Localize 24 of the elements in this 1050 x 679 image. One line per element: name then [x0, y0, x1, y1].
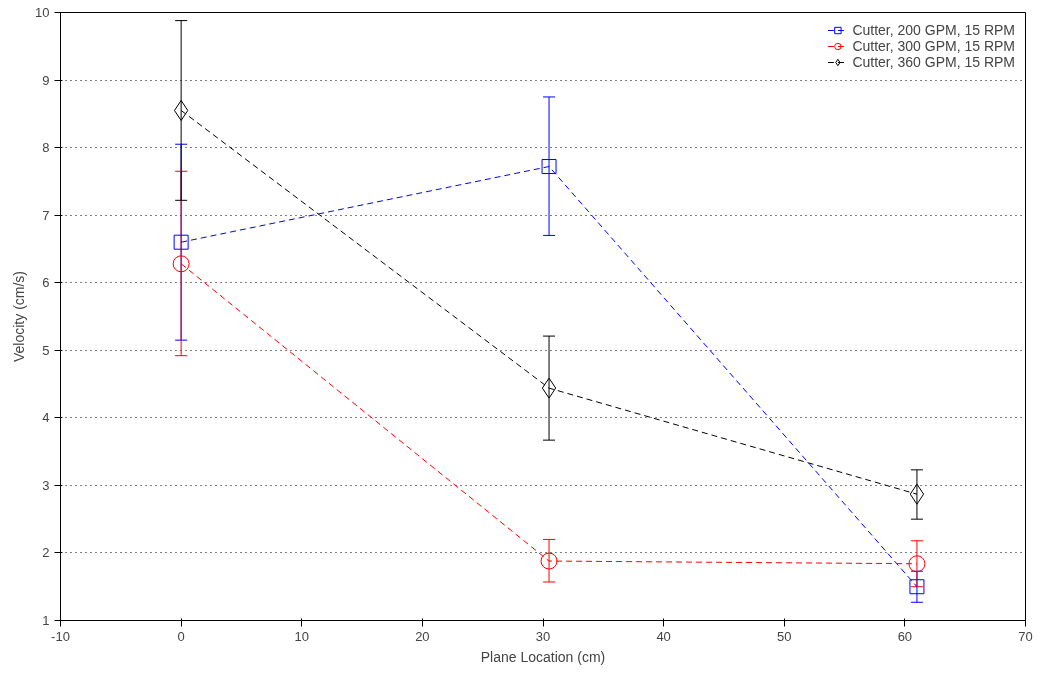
legend-label: Cutter, 360 GPM, 15 RPM [852, 54, 1015, 70]
x-tick-label: -10 [51, 628, 70, 644]
y-tick-label: 8 [42, 140, 50, 156]
y-tick-label: 9 [42, 72, 50, 88]
x-tick-label: 50 [777, 628, 792, 644]
legend-label: Cutter, 300 GPM, 15 RPM [852, 38, 1015, 54]
y-tick-label: 2 [42, 545, 50, 561]
legend-label: Cutter, 200 GPM, 15 RPM [852, 22, 1015, 38]
y-axis-title: Velocity (cm/s) [11, 270, 28, 363]
x-tick-label: 10 [294, 628, 309, 644]
y-tick-label: 3 [42, 477, 50, 493]
x-tick-label: 60 [897, 628, 913, 644]
y-tick-label: 1 [42, 613, 50, 628]
y-tick-label: 10 [35, 5, 50, 20]
x-tick-label: 30 [535, 628, 551, 644]
y-tick-label: 4 [42, 410, 50, 426]
x-tick-label: 70 [1018, 628, 1033, 644]
x-axis-title: Plane Location (cm) [480, 648, 606, 665]
x-tick-label: 20 [415, 628, 430, 644]
x-tick-label: 0 [177, 628, 185, 644]
y-tick-label: 6 [42, 275, 50, 291]
y-tick-label: 7 [42, 207, 50, 223]
y-tick-label: 5 [42, 342, 50, 358]
x-tick-label: 40 [656, 628, 671, 644]
